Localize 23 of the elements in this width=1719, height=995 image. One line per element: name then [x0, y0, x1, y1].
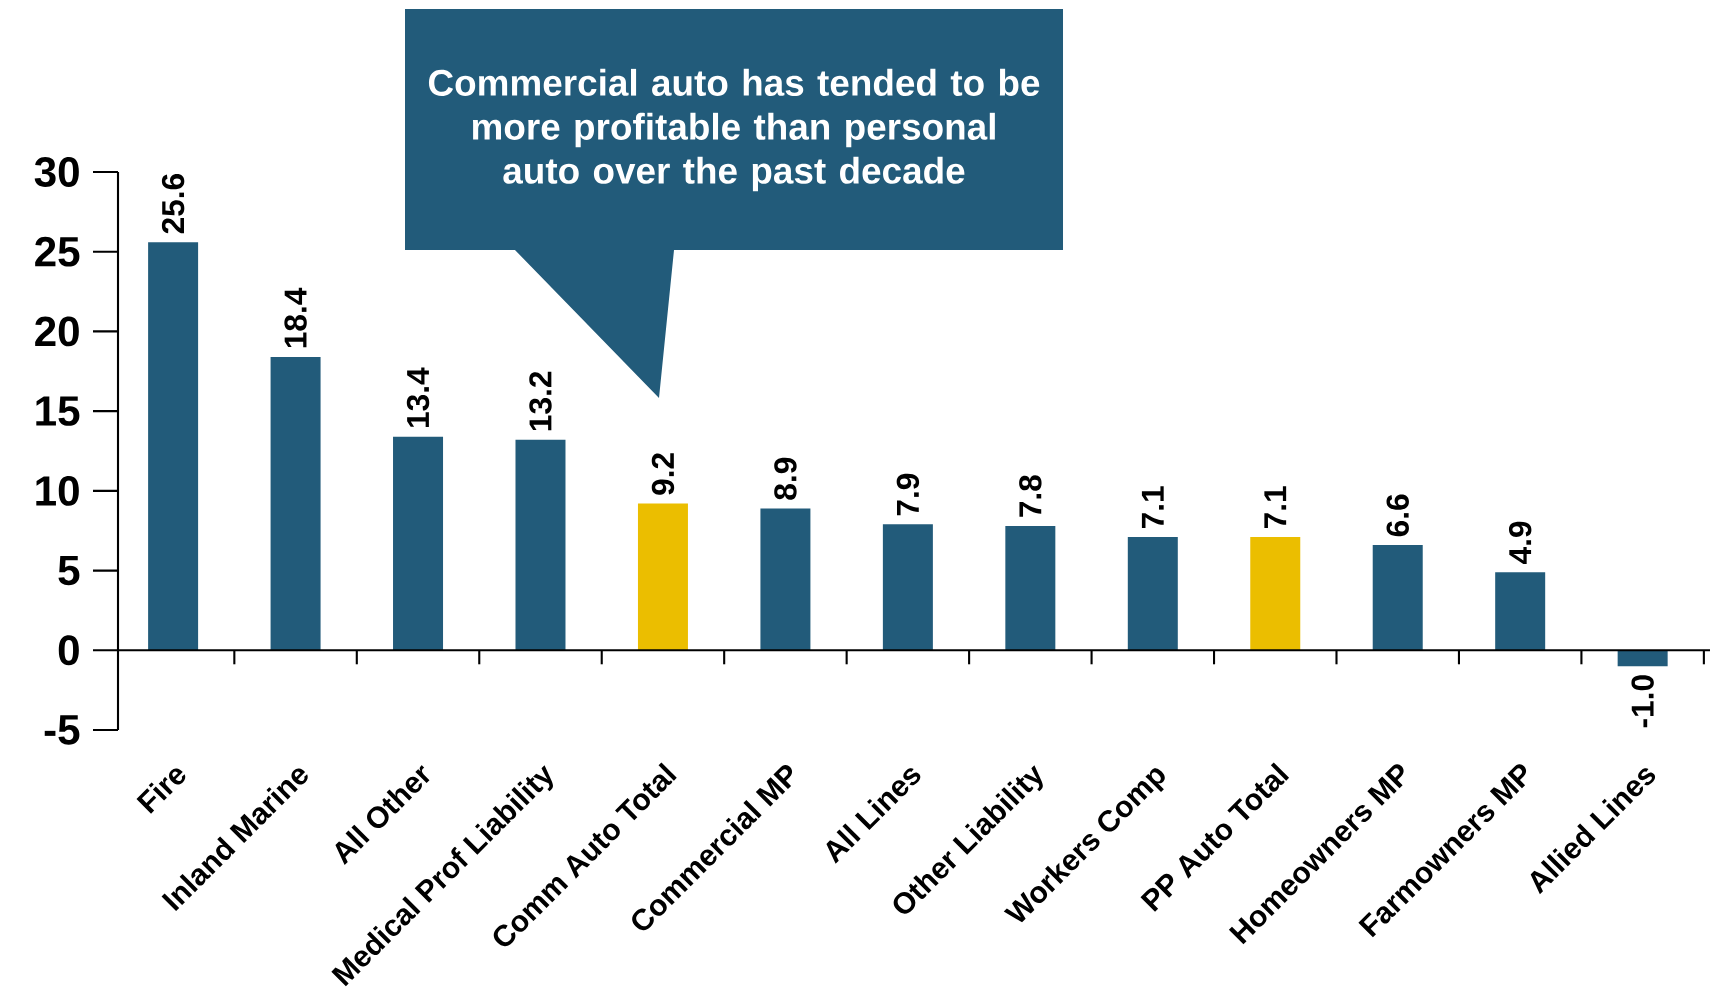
data-label: 9.2: [651, 453, 675, 495]
data-label: 7.8: [1019, 475, 1042, 517]
data-label: 7.1: [1264, 486, 1287, 528]
y-tick-label: 5: [58, 555, 80, 586]
data-label: -1.0: [1631, 675, 1654, 728]
data-label: 6.6: [1386, 494, 1409, 537]
annotation: Commercial auto has tended to be more profitable than personal auto over the past decade: [428, 68, 1040, 192]
data-label: 18.4: [284, 287, 307, 348]
y-tick-label: 25: [35, 236, 80, 267]
data-label: 13.4: [406, 367, 430, 427]
y-tick-label: 30: [34, 157, 79, 187]
y-tick-label: 0: [58, 635, 79, 666]
y-tick-label: 15: [36, 396, 80, 426]
data-label: 4.9: [1508, 521, 1532, 564]
data-label: 25.6: [161, 174, 185, 234]
y-tick-label: 20: [35, 316, 79, 347]
y-tick-label: -5: [44, 715, 80, 745]
data-label: 8.9: [774, 457, 797, 500]
x-tick-label: Fire: [136, 768, 186, 814]
data-label: 7.9: [896, 473, 920, 516]
data-label: 13.2: [529, 371, 552, 431]
y-tick-label: 10: [36, 475, 79, 506]
data-label: 7.1: [1141, 486, 1164, 528]
